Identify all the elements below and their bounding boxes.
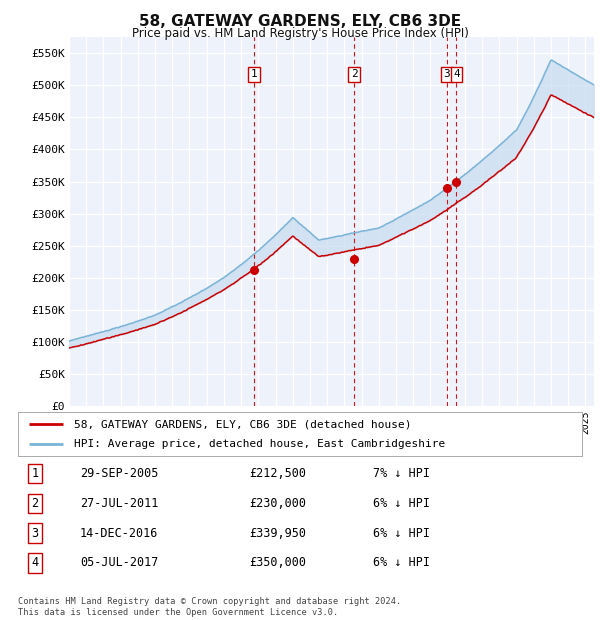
Text: 05-JUL-2017: 05-JUL-2017 (80, 557, 158, 569)
Text: £212,500: £212,500 (249, 467, 306, 480)
Text: Price paid vs. HM Land Registry's House Price Index (HPI): Price paid vs. HM Land Registry's House … (131, 27, 469, 40)
Text: 1: 1 (31, 467, 38, 480)
Text: 2: 2 (31, 497, 38, 510)
Text: 6% ↓ HPI: 6% ↓ HPI (373, 557, 430, 569)
Text: HPI: Average price, detached house, East Cambridgeshire: HPI: Average price, detached house, East… (74, 439, 446, 449)
Text: 3: 3 (31, 527, 38, 539)
Text: 4: 4 (453, 69, 460, 79)
Text: 29-SEP-2005: 29-SEP-2005 (80, 467, 158, 480)
Text: 14-DEC-2016: 14-DEC-2016 (80, 527, 158, 539)
Text: 2: 2 (351, 69, 358, 79)
Text: 4: 4 (31, 557, 38, 569)
Text: 58, GATEWAY GARDENS, ELY, CB6 3DE (detached house): 58, GATEWAY GARDENS, ELY, CB6 3DE (detac… (74, 419, 412, 429)
Text: 58, GATEWAY GARDENS, ELY, CB6 3DE: 58, GATEWAY GARDENS, ELY, CB6 3DE (139, 14, 461, 29)
Text: 27-JUL-2011: 27-JUL-2011 (80, 497, 158, 510)
Text: 6% ↓ HPI: 6% ↓ HPI (373, 497, 430, 510)
Text: Contains HM Land Registry data © Crown copyright and database right 2024.
This d: Contains HM Land Registry data © Crown c… (18, 598, 401, 617)
Text: 6% ↓ HPI: 6% ↓ HPI (373, 527, 430, 539)
Text: £350,000: £350,000 (249, 557, 306, 569)
Text: £230,000: £230,000 (249, 497, 306, 510)
Text: £339,950: £339,950 (249, 527, 306, 539)
Text: 7% ↓ HPI: 7% ↓ HPI (373, 467, 430, 480)
Text: 1: 1 (251, 69, 257, 79)
Text: 3: 3 (443, 69, 450, 79)
